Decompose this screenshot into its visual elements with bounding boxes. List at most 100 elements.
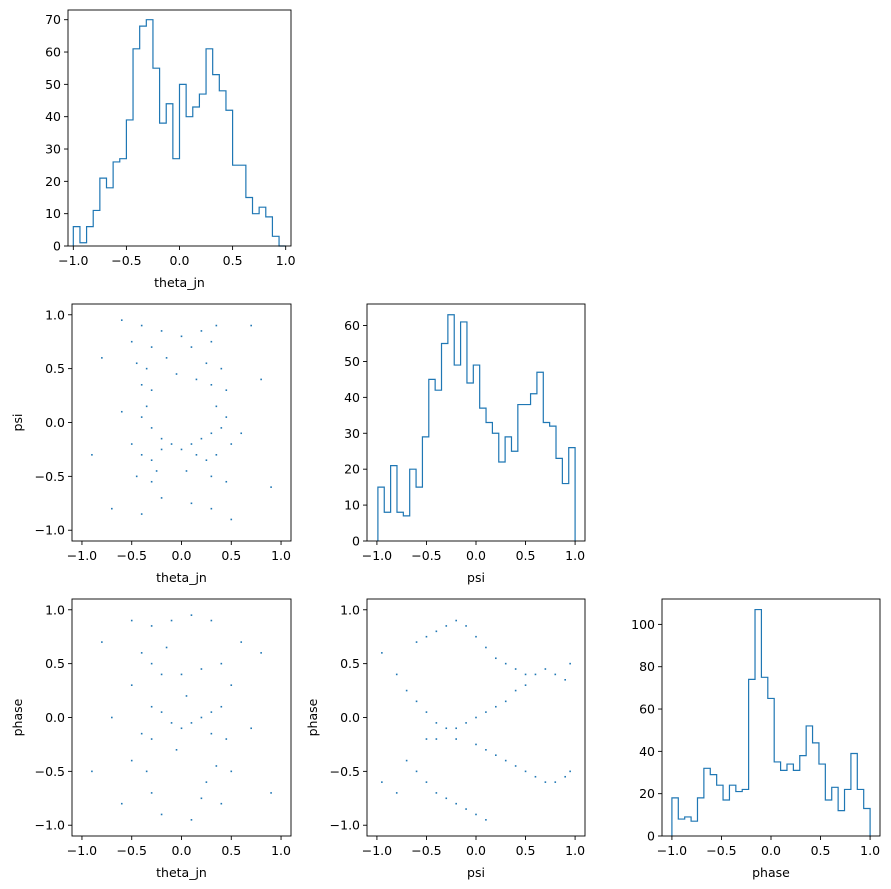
y-tick-label: −1.0	[330, 818, 360, 833]
x-tick-label: −1.0	[67, 843, 97, 858]
scatter-point	[465, 625, 467, 627]
y-tick-label: 50	[45, 77, 61, 92]
y-tick-label: 1.0	[45, 602, 65, 617]
y-axis-label: phase	[305, 698, 320, 736]
scatter-point	[495, 705, 497, 708]
y-axis-label: psi	[10, 414, 25, 432]
scatter-point	[190, 819, 193, 821]
x-tick-label: 0.0	[761, 843, 781, 858]
scatter-point	[534, 775, 537, 778]
scatter-point	[140, 513, 143, 515]
scatter-point	[210, 711, 213, 713]
x-tick-label: −1.0	[58, 253, 88, 268]
scatter-point	[210, 507, 213, 510]
y-tick-label: 0	[647, 829, 655, 844]
y-tick-label: 0.0	[340, 710, 360, 725]
scatter-point	[465, 722, 467, 724]
scatter-point	[160, 673, 163, 676]
scatter-point	[475, 635, 477, 638]
y-tick-label: −0.5	[35, 469, 65, 484]
scatter-point	[175, 373, 178, 375]
x-tick-label: 1.0	[271, 548, 291, 563]
scatter-point	[425, 635, 428, 638]
scatter-point	[145, 770, 148, 773]
scatter-point	[435, 738, 438, 740]
y-tick-label: 0.5	[45, 361, 65, 376]
scatter-point	[445, 797, 448, 800]
y-axis-label: phase	[10, 698, 25, 736]
scatter-point	[140, 652, 143, 654]
scatter-point	[160, 711, 163, 713]
scatter-point	[240, 641, 243, 643]
scatter-point	[175, 749, 178, 751]
scatter-point	[425, 738, 428, 740]
y-tick-label: 0.5	[340, 656, 360, 671]
scatter-point	[210, 732, 213, 735]
scatter-point	[210, 340, 213, 343]
x-tick-label: 0.0	[466, 548, 486, 563]
scatter-point	[101, 357, 103, 359]
y-tick-label: 70	[45, 12, 61, 27]
scatter-point	[180, 335, 183, 338]
scatter-point	[425, 711, 428, 713]
scatter-point	[155, 470, 158, 472]
scatter-point	[250, 324, 252, 327]
panel-theta-jn-histogram: −1.0 −0.5 0.0 0.5 1.0 0 10 20 30 40 50 60 70 theta_jn	[45, 9, 296, 290]
scatter-point	[91, 454, 93, 456]
y-tick-label: 1.0	[340, 602, 360, 617]
scatter-point	[220, 662, 223, 665]
y-tick-label: 30	[45, 142, 61, 157]
panel-theta-jn-vs-phase-scatter: −1.0 −0.5 0.0 0.5 1.0 −1.0 −0.5 0.0 0.5 1.0 theta_…	[10, 598, 292, 880]
scatter-point	[170, 443, 173, 445]
y-tick-label: −0.5	[330, 764, 360, 779]
scatter-point	[415, 641, 418, 643]
scatter-point	[270, 486, 272, 488]
scatter-point	[544, 781, 547, 783]
scatter-point	[215, 454, 218, 456]
scatter-point	[120, 802, 123, 805]
scatter-point	[445, 625, 448, 627]
y-tick-label: 0	[352, 534, 360, 549]
scatter-point	[495, 754, 497, 756]
scatter-point	[455, 738, 457, 740]
y-tick-label: 10	[344, 498, 360, 513]
scatter-point	[524, 770, 527, 773]
x-tick-label: −0.5	[111, 253, 141, 268]
y-tick-label: 0	[53, 239, 61, 254]
x-tick-label: 1.0	[565, 843, 585, 858]
x-tick-label: −1.0	[657, 843, 687, 858]
scatter-point	[200, 797, 203, 800]
scatter-point	[160, 330, 163, 332]
y-tick-label: 0.0	[45, 710, 65, 725]
scatter-point	[220, 802, 223, 805]
x-tick-label: 1.0	[860, 843, 880, 858]
scatter-point	[554, 673, 557, 676]
scatter-point	[200, 330, 203, 332]
x-tick-label: −1.0	[362, 843, 392, 858]
scatter-point	[130, 340, 133, 343]
y-tick-label: 60	[45, 45, 61, 60]
scatter-point	[215, 324, 218, 327]
scatter-point	[165, 357, 168, 359]
scatter-point	[425, 781, 428, 783]
scatter-point	[504, 662, 507, 665]
scatter-point	[455, 619, 457, 622]
scatter-point	[215, 405, 218, 408]
scatter-point	[514, 668, 517, 670]
y-tick-label: 60	[639, 702, 655, 717]
x-tick-label: 0.5	[221, 548, 241, 563]
scatter-point	[150, 705, 153, 708]
scatter-point	[475, 716, 477, 719]
scatter-point	[135, 362, 138, 365]
scatter-point	[569, 662, 571, 665]
scatter-point	[564, 775, 566, 778]
x-tick-label: 1.0	[565, 548, 585, 563]
scatter-point	[150, 625, 153, 627]
x-tick-label: 0.0	[466, 843, 486, 858]
scatter-point	[405, 689, 408, 692]
scatter-point	[435, 792, 438, 794]
scatter-point	[220, 705, 223, 708]
scatter-point	[140, 454, 143, 456]
y-tick-label: 30	[344, 426, 360, 441]
y-tick-label: 40	[344, 390, 360, 405]
